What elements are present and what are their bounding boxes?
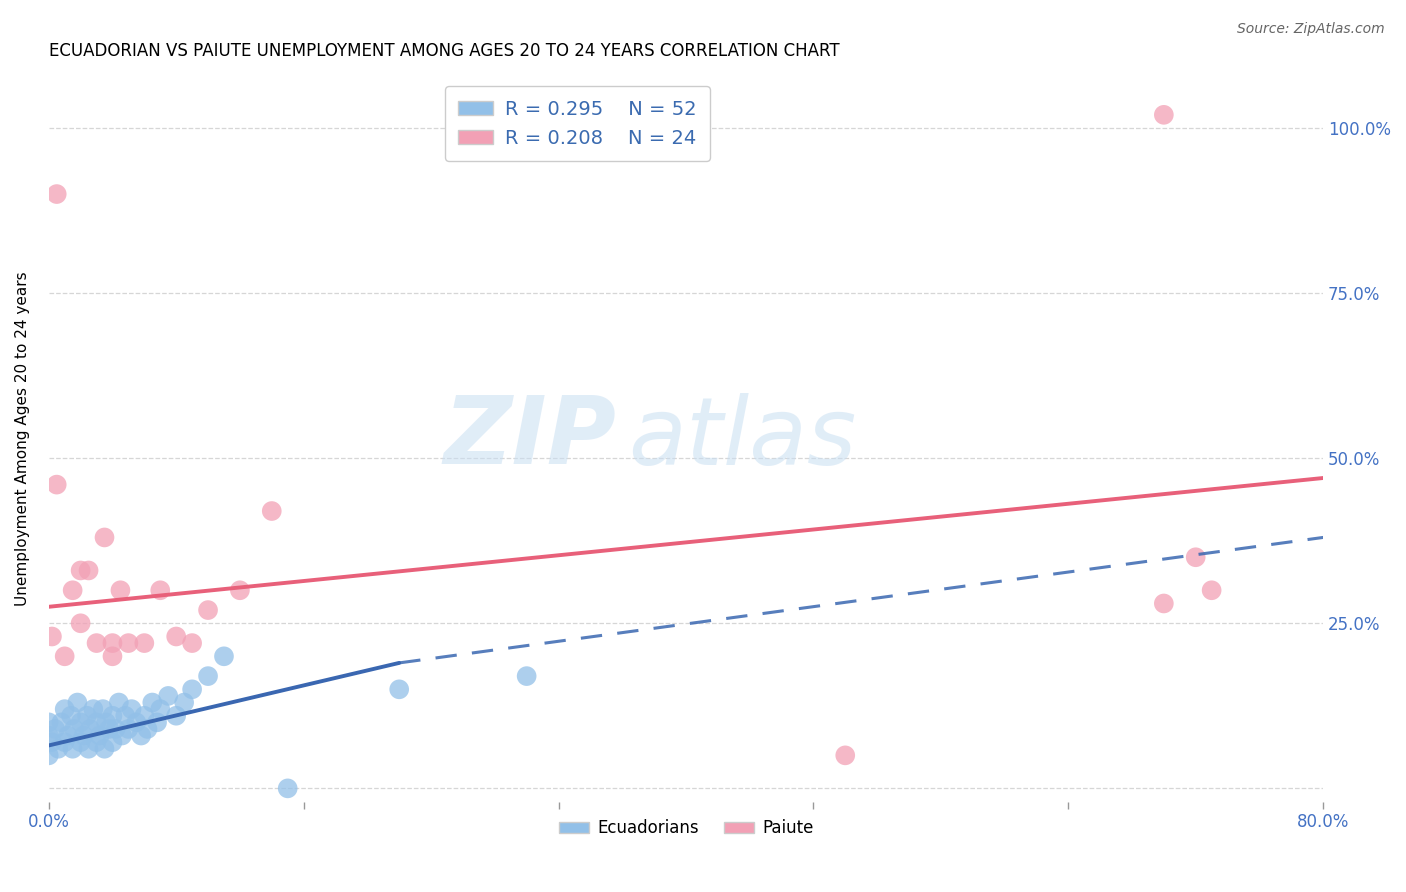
Point xyxy=(1201,583,1223,598)
Point xyxy=(229,583,252,598)
Point xyxy=(56,729,79,743)
Point xyxy=(197,603,219,617)
Point xyxy=(69,564,91,578)
Point xyxy=(93,531,115,545)
Point xyxy=(38,715,60,730)
Point xyxy=(60,708,83,723)
Legend: Ecuadorians, Paiute: Ecuadorians, Paiute xyxy=(553,813,820,844)
Point xyxy=(181,682,204,697)
Point xyxy=(66,696,89,710)
Point xyxy=(136,722,159,736)
Point xyxy=(146,715,169,730)
Point xyxy=(46,741,69,756)
Point xyxy=(121,702,143,716)
Point xyxy=(834,748,856,763)
Point xyxy=(62,741,84,756)
Y-axis label: Unemployment Among Ages 20 to 24 years: Unemployment Among Ages 20 to 24 years xyxy=(15,271,30,606)
Point xyxy=(111,729,134,743)
Point xyxy=(62,583,84,598)
Point xyxy=(157,689,180,703)
Point xyxy=(101,708,124,723)
Point xyxy=(45,477,67,491)
Point xyxy=(98,722,121,736)
Point xyxy=(1153,597,1175,611)
Point xyxy=(45,187,67,202)
Point xyxy=(260,504,283,518)
Text: ZIP: ZIP xyxy=(443,392,616,484)
Text: ECUADORIAN VS PAIUTE UNEMPLOYMENT AMONG AGES 20 TO 24 YEARS CORRELATION CHART: ECUADORIAN VS PAIUTE UNEMPLOYMENT AMONG … xyxy=(49,42,839,60)
Point xyxy=(38,748,60,763)
Point xyxy=(197,669,219,683)
Point xyxy=(110,583,132,598)
Point xyxy=(129,729,152,743)
Point xyxy=(1184,550,1206,565)
Point xyxy=(125,715,148,730)
Point xyxy=(165,708,187,723)
Point xyxy=(141,696,163,710)
Point xyxy=(41,735,63,749)
Point xyxy=(53,649,76,664)
Point xyxy=(101,649,124,664)
Point xyxy=(69,735,91,749)
Text: Source: ZipAtlas.com: Source: ZipAtlas.com xyxy=(1237,22,1385,37)
Point xyxy=(91,702,114,716)
Point xyxy=(114,708,136,723)
Point xyxy=(117,722,139,736)
Point xyxy=(94,715,117,730)
Point xyxy=(277,781,299,796)
Point xyxy=(101,636,124,650)
Point xyxy=(53,702,76,716)
Point xyxy=(388,682,411,697)
Point xyxy=(134,636,156,650)
Point xyxy=(93,741,115,756)
Point xyxy=(53,735,76,749)
Point xyxy=(117,636,139,650)
Point xyxy=(69,616,91,631)
Point xyxy=(77,564,100,578)
Point xyxy=(165,630,187,644)
Point xyxy=(104,722,127,736)
Point xyxy=(86,636,108,650)
Point xyxy=(41,630,63,644)
Point xyxy=(149,702,172,716)
Point xyxy=(516,669,538,683)
Point xyxy=(86,715,108,730)
Point xyxy=(63,722,86,736)
Point xyxy=(1153,108,1175,122)
Point xyxy=(173,696,195,710)
Point xyxy=(181,636,204,650)
Point xyxy=(212,649,235,664)
Point xyxy=(82,702,104,716)
Point xyxy=(77,741,100,756)
Point xyxy=(134,708,156,723)
Point xyxy=(149,583,172,598)
Point xyxy=(44,722,66,736)
Point xyxy=(79,722,101,736)
Point xyxy=(101,735,124,749)
Point xyxy=(86,735,108,749)
Point xyxy=(51,715,73,730)
Point xyxy=(38,729,60,743)
Point xyxy=(76,708,98,723)
Point xyxy=(73,729,96,743)
Point xyxy=(69,715,91,730)
Text: atlas: atlas xyxy=(628,392,856,483)
Point xyxy=(89,729,111,743)
Point xyxy=(108,696,131,710)
